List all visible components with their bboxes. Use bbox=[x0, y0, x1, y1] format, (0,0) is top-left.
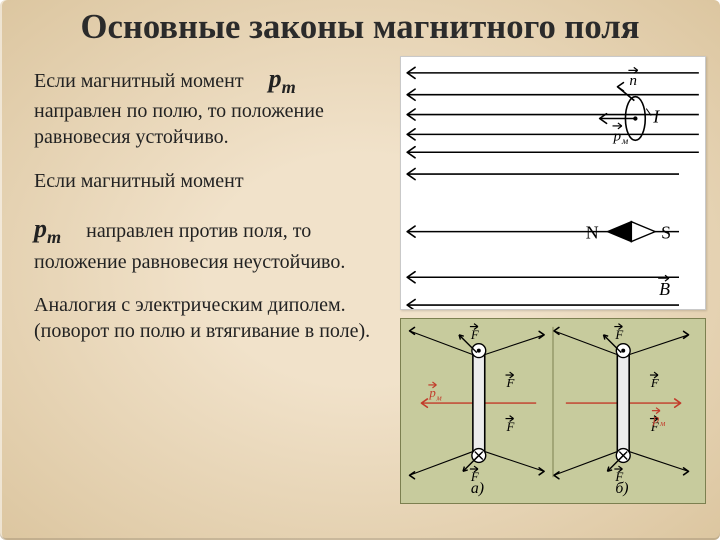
pm-symbol-2: pm bbox=[34, 214, 61, 243]
p1-run-a: Если магнитный момент bbox=[34, 70, 249, 92]
svg-text:м: м bbox=[659, 419, 666, 428]
svg-text:p: p bbox=[613, 127, 622, 144]
svg-text:а): а) bbox=[471, 480, 484, 497]
pm-sub: m bbox=[282, 77, 296, 97]
svg-text:F: F bbox=[506, 420, 515, 434]
svg-text:S: S bbox=[661, 223, 671, 243]
paragraph-1: Если магнитный момент pm направлен по по… bbox=[34, 62, 394, 151]
svg-text:м: м bbox=[621, 136, 629, 147]
page-title: Основные законы магнитного поля bbox=[0, 8, 720, 47]
diagram-field-lines: nIpм N S B bbox=[400, 56, 706, 310]
svg-text:м: м bbox=[435, 393, 442, 402]
svg-text:I: I bbox=[652, 106, 660, 126]
svg-text:B: B bbox=[659, 279, 670, 299]
svg-text:F: F bbox=[650, 376, 659, 390]
pm-p: p bbox=[269, 64, 282, 93]
pm-sub2: m bbox=[47, 227, 61, 247]
svg-text:F: F bbox=[470, 328, 479, 342]
body-text: Если магнитный момент pm направлен по по… bbox=[34, 62, 394, 363]
paragraph-3: pm направлен против поля, то положение р… bbox=[34, 212, 394, 275]
paragraph-2: Если магнитный момент bbox=[34, 169, 394, 195]
svg-text:p: p bbox=[652, 412, 660, 426]
diagram-loop-forces: FFFFpмFFFFpма)б) bbox=[400, 318, 706, 504]
svg-text:F: F bbox=[614, 328, 623, 342]
svg-text:p: p bbox=[428, 386, 436, 400]
pm-symbol-1: pm bbox=[269, 64, 296, 93]
pm-p2: p bbox=[34, 214, 47, 243]
svg-text:F: F bbox=[506, 376, 515, 390]
p1-run-b: направлен по полю, то положение равновес… bbox=[34, 100, 324, 148]
paragraph-4: Аналогия с электрическим диполем. (повор… bbox=[34, 293, 394, 344]
svg-text:б): б) bbox=[615, 480, 628, 497]
svg-text:n: n bbox=[629, 72, 637, 89]
p3-run-a: направлен против поля, то положение равн… bbox=[34, 220, 345, 272]
slide: Основные законы магнитного поля Если маг… bbox=[0, 0, 720, 540]
svg-text:N: N bbox=[586, 223, 599, 243]
